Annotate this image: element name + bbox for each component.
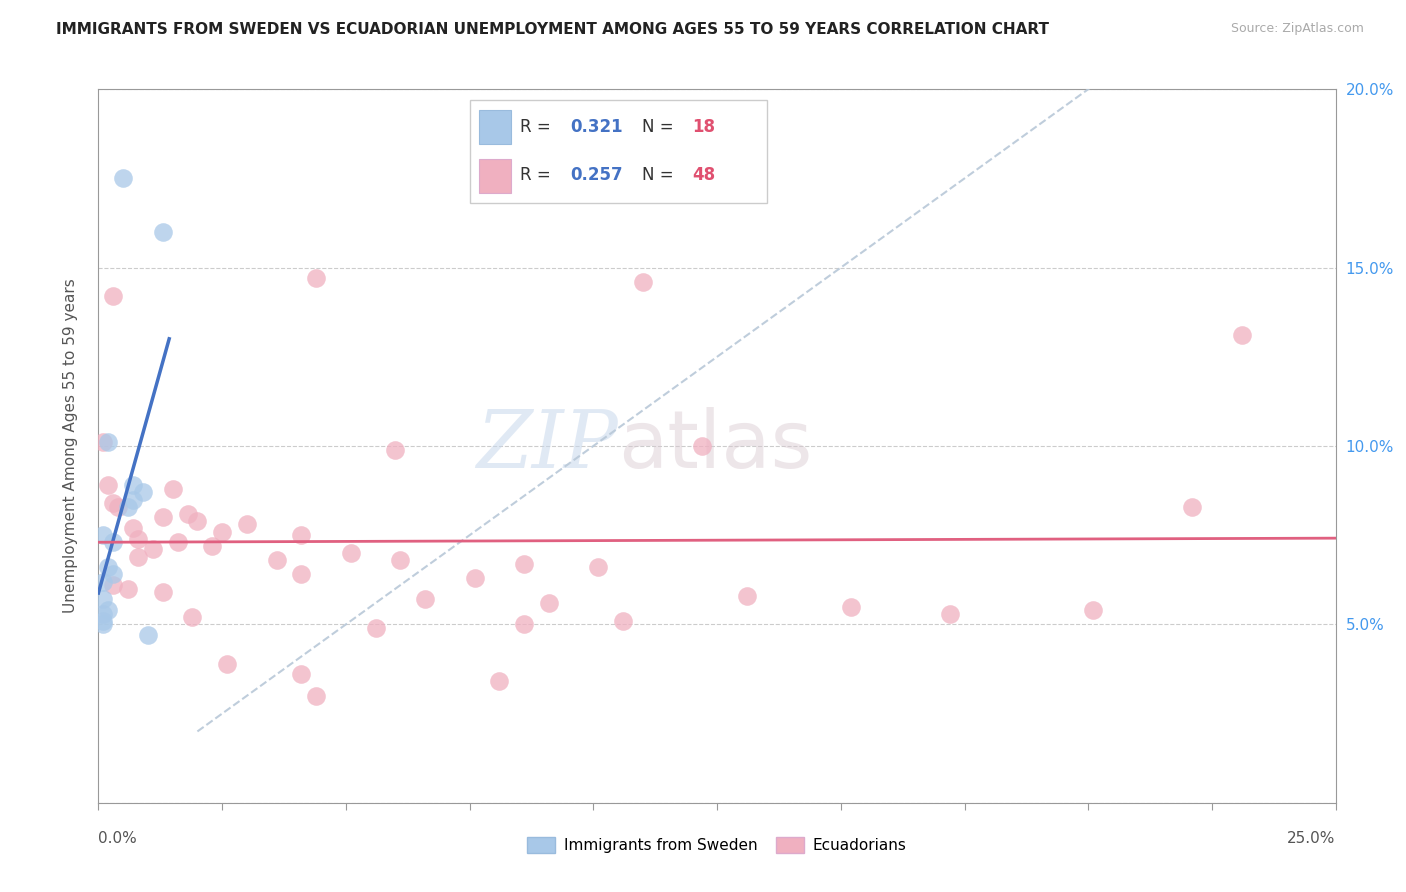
Text: Source: ZipAtlas.com: Source: ZipAtlas.com: [1230, 22, 1364, 36]
Point: [152, 510, 174, 524]
Point: [162, 482, 184, 496]
Point: [176, 507, 198, 521]
Point: [127, 549, 149, 564]
Point: [117, 582, 139, 596]
Point: [97, 478, 120, 492]
Point: [93, 435, 115, 450]
Point: [93, 617, 115, 632]
Point: [93, 614, 115, 628]
Point: [384, 442, 406, 457]
Point: [97, 435, 120, 450]
Text: ZIP: ZIP: [477, 408, 619, 484]
Point: [152, 225, 174, 239]
Point: [513, 557, 536, 571]
Point: [364, 621, 387, 635]
Point: [464, 571, 486, 585]
Point: [631, 275, 654, 289]
Point: [93, 574, 115, 589]
Point: [103, 578, 125, 592]
Point: [839, 599, 862, 614]
Point: [103, 496, 125, 510]
Point: [117, 500, 139, 514]
Point: [166, 535, 188, 549]
Point: [488, 674, 510, 689]
Point: [122, 492, 145, 507]
Y-axis label: Unemployment Among Ages 55 to 59 years: Unemployment Among Ages 55 to 59 years: [63, 278, 77, 614]
Point: [217, 657, 239, 671]
Point: [588, 560, 610, 574]
Point: [266, 553, 288, 567]
Point: [389, 553, 412, 567]
Point: [107, 500, 129, 514]
Point: [305, 271, 328, 285]
Point: [290, 667, 312, 681]
Point: [537, 596, 560, 610]
Point: [340, 546, 363, 560]
Point: [122, 478, 145, 492]
Point: [142, 542, 165, 557]
Point: [103, 289, 125, 303]
Point: [290, 528, 312, 542]
Point: [735, 589, 758, 603]
Point: [136, 628, 159, 642]
Point: [132, 485, 155, 500]
Point: [1083, 603, 1105, 617]
Point: [93, 528, 115, 542]
Text: 0.0%: 0.0%: [98, 831, 138, 847]
Point: [181, 610, 204, 624]
Point: [93, 592, 115, 607]
Point: [1181, 500, 1204, 514]
Point: [127, 532, 149, 546]
Text: IMMIGRANTS FROM SWEDEN VS ECUADORIAN UNEMPLOYMENT AMONG AGES 55 TO 59 YEARS CORR: IMMIGRANTS FROM SWEDEN VS ECUADORIAN UNE…: [56, 22, 1049, 37]
Point: [612, 614, 634, 628]
Point: [186, 514, 208, 528]
Point: [103, 535, 125, 549]
Point: [97, 603, 120, 617]
Point: [413, 592, 436, 607]
Point: [152, 585, 174, 599]
Point: [305, 689, 328, 703]
Point: [93, 607, 115, 621]
Point: [112, 171, 135, 186]
Point: [290, 567, 312, 582]
Point: [122, 521, 145, 535]
Point: [513, 617, 536, 632]
Point: [103, 567, 125, 582]
Point: [211, 524, 233, 539]
Point: [1230, 328, 1253, 343]
Point: [201, 539, 224, 553]
Point: [97, 560, 120, 574]
Point: [236, 517, 259, 532]
Point: [690, 439, 713, 453]
Text: 25.0%: 25.0%: [1288, 831, 1336, 847]
Text: atlas: atlas: [619, 407, 813, 485]
Point: [938, 607, 960, 621]
Legend: Immigrants from Sweden, Ecuadorians: Immigrants from Sweden, Ecuadorians: [522, 831, 912, 859]
